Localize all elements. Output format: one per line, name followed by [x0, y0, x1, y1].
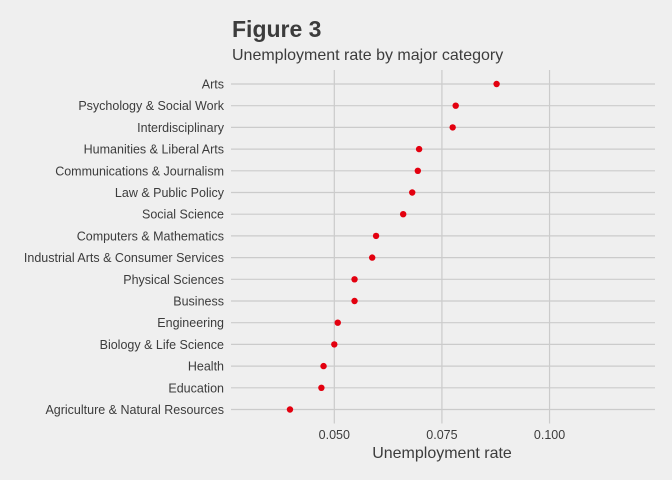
horizontal-gridlines [231, 83, 655, 411]
x-tick-label: 0.100 [534, 428, 565, 442]
category-label: Social Science [142, 208, 224, 222]
data-point [331, 341, 338, 348]
chart-title: Figure 3 [232, 16, 321, 42]
data-point [334, 319, 341, 326]
data-point [493, 80, 500, 88]
category-label: Law & Public Policy [115, 186, 225, 200]
category-label: Computers & Mathematics [77, 229, 224, 243]
data-point [318, 384, 325, 391]
data-points [286, 80, 500, 413]
data-point [414, 167, 422, 174]
x-tick-labels: 0.050 0.075 0.100 [319, 428, 566, 442]
category-label: Communications & Journalism [55, 164, 224, 178]
data-point [415, 145, 423, 153]
data-point [368, 254, 376, 261]
category-label: Physical Sciences [123, 273, 224, 287]
x-tick-label: 0.075 [426, 428, 457, 442]
chart-subtitle: Unemployment rate by major category [232, 47, 503, 64]
data-point [372, 232, 380, 240]
category-label: Interdisciplinary [137, 121, 225, 135]
data-point [409, 189, 416, 196]
category-label: Industrial Arts & Consumer Services [24, 251, 224, 265]
data-point [351, 276, 358, 283]
category-label: Education [168, 381, 224, 395]
vertical-gridlines [333, 70, 551, 424]
data-point [399, 211, 407, 218]
category-label: Arts [202, 78, 224, 92]
data-point [320, 362, 327, 370]
category-label: Agriculture & Natural Resources [45, 403, 224, 417]
category-label: Engineering [157, 316, 224, 330]
data-point [351, 297, 358, 305]
data-point [449, 124, 456, 131]
category-label: Business [173, 295, 224, 309]
category-label: Humanities & Liberal Arts [84, 143, 224, 157]
data-point [286, 406, 294, 413]
data-point [452, 102, 459, 109]
category-labels: Arts Psychology & Social Work Interdiscipl… [24, 78, 225, 418]
x-axis-title: Unemployment rate [372, 445, 512, 462]
category-label: Psychology & Social Work [78, 99, 224, 113]
x-tick-label: 0.050 [319, 428, 350, 442]
category-label: Health [188, 360, 224, 374]
category-label: Biology & Life Science [100, 338, 224, 352]
